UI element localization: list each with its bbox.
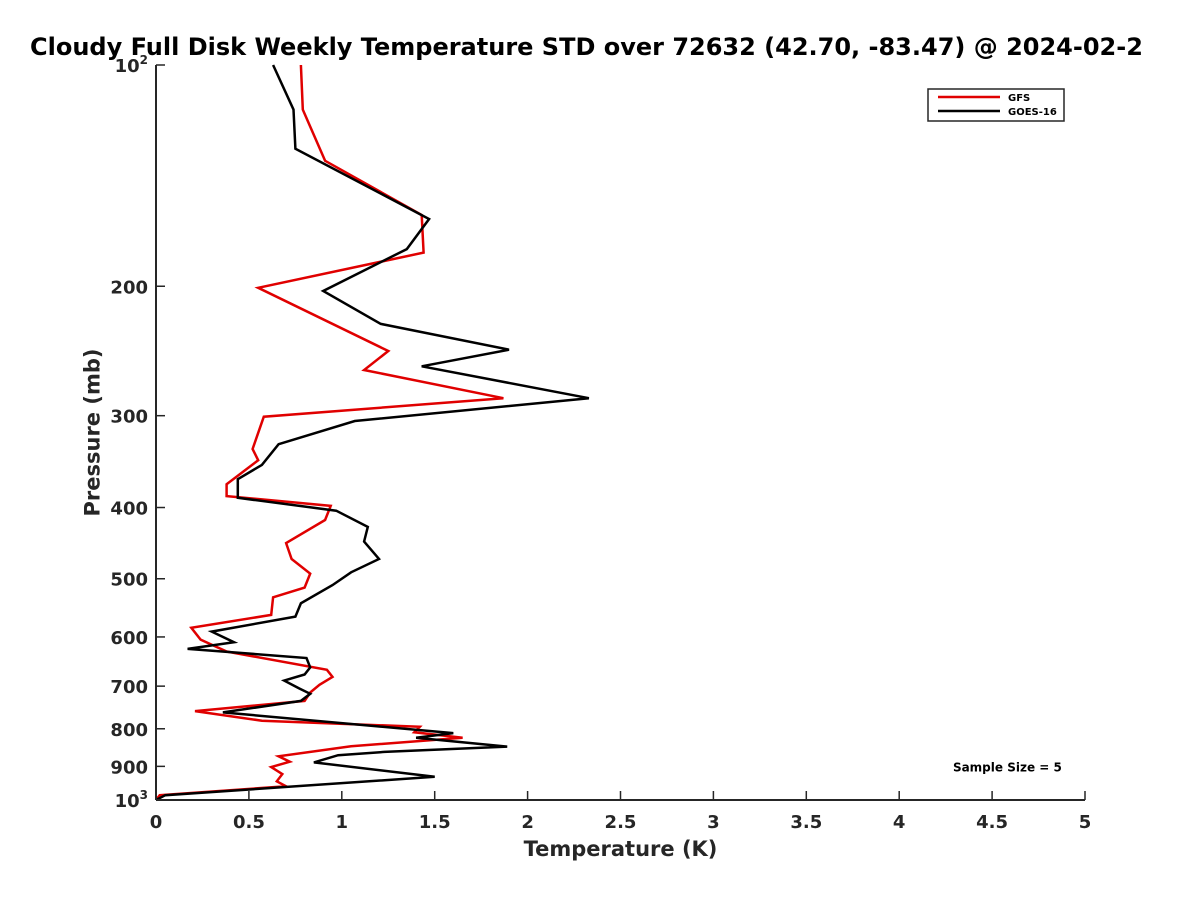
series-line-gfs [155, 64, 504, 801]
legend-box [927, 88, 1065, 122]
y-tick-label: 900 [110, 757, 148, 778]
x-tick-label: 2 [521, 812, 534, 833]
legend-label: GOES-16 [1008, 107, 1057, 118]
series-lines [155, 64, 590, 802]
x-tick-label: 4 [893, 812, 906, 833]
x-tick-label: 5 [1079, 812, 1092, 833]
chart-title: Cloudy Full Disk Weekly Temperature STD … [30, 33, 1143, 61]
x-tick-label: 0.5 [233, 812, 265, 833]
y-tick-label: 102 [115, 53, 148, 77]
x-tick-label: 0 [150, 812, 163, 833]
y-tick-label: 800 [110, 720, 148, 741]
x-tick-label: 3.5 [790, 812, 822, 833]
x-tick-label: 3 [707, 812, 720, 833]
y-tick-label: 103 [115, 788, 148, 812]
y-tick-label: 400 [110, 499, 148, 520]
x-tick-label: 4.5 [976, 812, 1008, 833]
x-axis-label: Temperature (K) [524, 837, 718, 861]
y-tick-label: 200 [110, 277, 148, 298]
sample-size-annotation: Sample Size = 5 [953, 760, 1062, 774]
y-tick-label: 300 [110, 407, 148, 428]
y-axis-label: Pressure (mb) [80, 349, 104, 517]
series-line-goes-16 [155, 64, 590, 802]
x-tick-label: 2.5 [605, 812, 637, 833]
legend: GFS GOES-16 [927, 88, 1065, 122]
x-tick-label: 1 [336, 812, 349, 833]
y-axis-ticks: 102 200 300 400 500 600 700 800 900 103 [110, 53, 165, 812]
y-tick-label: 700 [110, 677, 148, 698]
y-tick-label: 500 [110, 570, 148, 591]
x-tick-label: 1.5 [419, 812, 451, 833]
y-tick-label: 600 [110, 628, 148, 649]
legend-label: GFS [1008, 93, 1030, 104]
x-axis-ticks: 0 0.5 1 1.5 2 2.5 3 3.5 4 4.5 5 [150, 791, 1092, 833]
